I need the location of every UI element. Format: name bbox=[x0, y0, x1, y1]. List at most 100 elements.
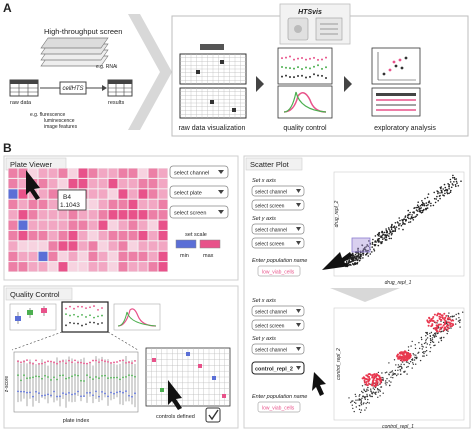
scatter-point bbox=[419, 347, 421, 350]
scatter-point bbox=[391, 232, 393, 235]
qc-dot bbox=[321, 74, 323, 77]
plate-well bbox=[8, 262, 18, 272]
scatter-point bbox=[433, 335, 435, 337]
population-point bbox=[363, 381, 366, 384]
population-point bbox=[403, 350, 406, 353]
scatter-point bbox=[420, 336, 423, 339]
qc-dot bbox=[293, 67, 295, 70]
population-point bbox=[444, 319, 447, 322]
x-select-screen-dropdown[interactable]: select screen bbox=[251, 199, 305, 211]
y-selected-dropdown[interactable]: control_repl_2 bbox=[251, 361, 305, 375]
qc-dot bbox=[305, 58, 307, 61]
zscore-point bbox=[26, 377, 28, 380]
select-plate-dropdown[interactable]: select plate bbox=[169, 185, 229, 199]
scatter-point bbox=[412, 353, 414, 355]
scatter-point bbox=[352, 260, 355, 262]
y-select-channel-dropdown-2[interactable]: select channel bbox=[251, 343, 305, 355]
qc-dot bbox=[297, 75, 299, 78]
scatter-point bbox=[421, 338, 423, 341]
controls-defined-checkbox[interactable] bbox=[205, 407, 221, 423]
scale-max-swatch[interactable] bbox=[199, 239, 221, 249]
qc-dot bbox=[101, 314, 103, 317]
chevron-down-icon bbox=[296, 203, 301, 207]
quality-control-tab[interactable] bbox=[5, 287, 73, 301]
scale-min-swatch[interactable] bbox=[175, 239, 197, 249]
scatter-point bbox=[390, 381, 392, 383]
zscore-point bbox=[107, 395, 109, 398]
zoom-guide-line bbox=[107, 331, 139, 351]
scatter-point bbox=[361, 250, 364, 252]
x-select-screen-dropdown-2[interactable]: select screen bbox=[251, 319, 305, 331]
zscore-point bbox=[20, 390, 22, 393]
scatter-point bbox=[366, 388, 368, 390]
results-table-icon bbox=[107, 79, 133, 97]
zscore-point bbox=[50, 394, 52, 397]
scatter-point bbox=[425, 202, 428, 204]
zscore-point bbox=[59, 374, 61, 377]
population-point bbox=[399, 355, 402, 358]
population-point bbox=[400, 351, 403, 354]
zscore-point bbox=[74, 374, 76, 376]
scatter-point bbox=[364, 384, 366, 386]
select-channel-dropdown[interactable]: select channel bbox=[169, 165, 229, 179]
population-point bbox=[432, 316, 435, 318]
scatter-point bbox=[386, 371, 388, 373]
zscore-point bbox=[113, 376, 115, 379]
x-select-channel-dropdown[interactable]: select channel bbox=[251, 185, 305, 197]
population-point bbox=[436, 330, 438, 333]
scatter-plot-tab[interactable] bbox=[245, 157, 303, 171]
qc-dot bbox=[85, 316, 87, 318]
scatter-point bbox=[349, 263, 352, 266]
plate-well bbox=[128, 262, 138, 272]
qc-y-label: z-score bbox=[4, 376, 10, 393]
scatter-dot bbox=[404, 56, 408, 60]
scatter-point bbox=[391, 374, 394, 376]
population-point bbox=[401, 355, 404, 358]
scatter-point bbox=[455, 318, 457, 320]
qc-dot bbox=[313, 56, 315, 59]
plate-well bbox=[18, 178, 28, 189]
plate-well bbox=[128, 189, 138, 199]
plate-well bbox=[138, 178, 148, 189]
selection-rectangle[interactable] bbox=[351, 237, 371, 253]
scatter-point bbox=[389, 371, 391, 374]
plate-well bbox=[38, 251, 48, 262]
boxplot-thumbnail[interactable] bbox=[9, 303, 57, 331]
zscore-point bbox=[17, 390, 19, 393]
zscore-point bbox=[92, 359, 94, 362]
population-point bbox=[450, 319, 453, 322]
plate-well bbox=[88, 230, 98, 241]
scatter-point bbox=[376, 233, 379, 236]
zscore-point bbox=[32, 362, 34, 365]
zscore-point bbox=[71, 375, 73, 378]
zscore-point bbox=[38, 362, 40, 365]
zscore-point bbox=[26, 359, 28, 362]
population-name-input-2[interactable]: low_viab_cells bbox=[257, 401, 301, 413]
plate-well bbox=[28, 168, 38, 178]
density-thumbnail[interactable] bbox=[113, 303, 161, 331]
scatter-point bbox=[430, 339, 432, 342]
scatter-point bbox=[393, 359, 396, 361]
plate-heatmap-wells[interactable] bbox=[8, 168, 168, 272]
scatter-point bbox=[429, 335, 431, 337]
scatter-point bbox=[374, 240, 377, 242]
plate-well bbox=[108, 220, 118, 230]
y-select-screen-dropdown[interactable]: select screen bbox=[251, 237, 305, 249]
scatter-point bbox=[413, 359, 416, 361]
scatter-point bbox=[359, 254, 362, 257]
scatter-point bbox=[430, 347, 432, 349]
zscore-point bbox=[65, 377, 67, 380]
y-select-channel-dropdown[interactable]: select channel bbox=[251, 223, 305, 235]
plate-well bbox=[18, 210, 28, 220]
plate-well bbox=[128, 251, 138, 262]
x-select-channel-dropdown-2[interactable]: select channel bbox=[251, 305, 305, 317]
zscore-thumbnail[interactable] bbox=[61, 301, 109, 333]
select-screen-dropdown[interactable]: select screen bbox=[169, 205, 229, 219]
scatter-point bbox=[358, 404, 360, 407]
population-name-input[interactable]: low_viab_cells bbox=[257, 265, 301, 277]
population-point bbox=[431, 324, 434, 327]
population-point bbox=[440, 326, 442, 329]
population-point bbox=[434, 328, 437, 331]
scatter-point bbox=[382, 379, 384, 382]
scatter-point bbox=[409, 361, 412, 363]
